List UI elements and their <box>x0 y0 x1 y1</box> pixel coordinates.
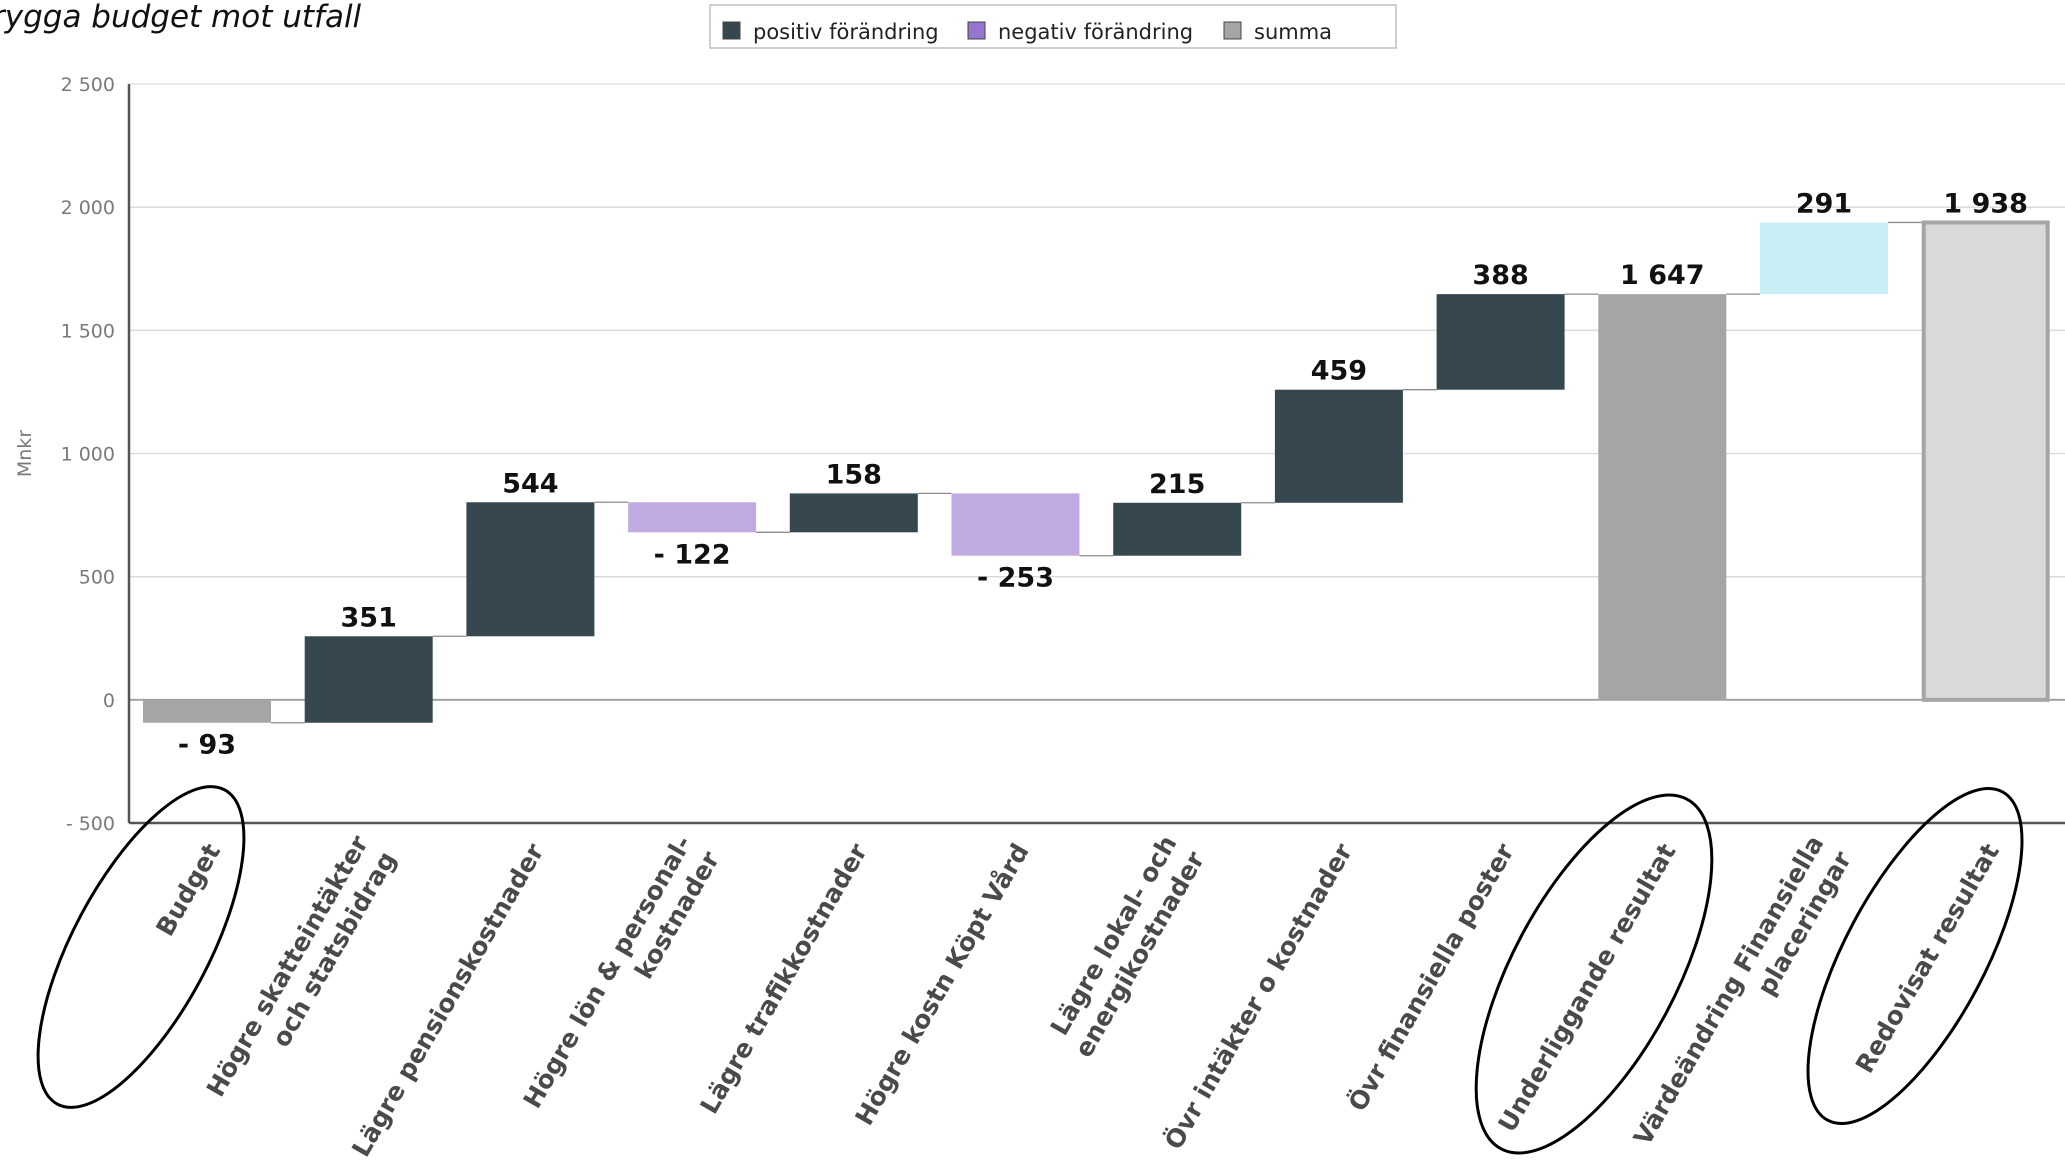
data-label: 215 <box>1149 469 1205 500</box>
highlight-ellipse <box>1474 793 1714 1155</box>
bar <box>789 493 918 533</box>
category-label: Lägre lokal- ochenergikostnader <box>1041 830 1210 1062</box>
category-label-line: Övr finansiella poster <box>1342 837 1520 1116</box>
data-label: 291 <box>1796 188 1852 219</box>
category-label: Övr finansiella poster <box>1342 837 1520 1116</box>
data-label: 459 <box>1311 356 1367 387</box>
bar <box>951 493 1080 556</box>
category-label: Högre skatteintäkteroch statsbidrag <box>201 830 402 1118</box>
value-labels: - 93 351 544 - 122 158 - 253 215 459 388 1 647 291… <box>178 188 2028 760</box>
grid <box>129 83 2065 701</box>
y-axis-ticks: 2 500 2 000 1 500 1 000 500 0 - 500 <box>61 74 115 835</box>
bars <box>143 220 2050 723</box>
category-label-line: Redovisat resultat <box>1850 838 2005 1078</box>
data-label: - 93 <box>178 730 236 761</box>
legend-label: positiv förändring <box>753 20 939 44</box>
category-label-line: Högre kostn Köpt Vård <box>849 839 1034 1131</box>
legend-items: positiv förändring negativ förändring summ… <box>722 20 1332 44</box>
bar <box>143 699 271 723</box>
data-label: 1 938 <box>1943 188 2028 219</box>
annotations <box>36 785 2024 1155</box>
bar <box>1921 220 2050 702</box>
category-label: Budget <box>150 838 226 940</box>
y-tick-label: 1 000 <box>61 444 115 466</box>
data-label: 544 <box>502 468 558 499</box>
category-label-line: Budget <box>150 838 226 940</box>
data-label: 351 <box>341 602 397 633</box>
y-tick-label: 1 500 <box>61 320 115 342</box>
bar <box>1113 502 1242 556</box>
data-label: 158 <box>826 459 882 490</box>
data-label: - 122 <box>654 539 731 570</box>
highlight-ellipse <box>36 785 246 1109</box>
y-tick-label: 2 000 <box>61 197 115 219</box>
category-label: Lägre trafikkostnader <box>694 838 873 1119</box>
y-tick-label: - 500 <box>66 813 115 835</box>
y-axis-label: Mnkr <box>14 430 36 477</box>
data-label: 388 <box>1472 260 1528 291</box>
y-tick-label: 500 <box>79 567 115 589</box>
axes <box>127 84 2065 825</box>
category-label: Högre kostn Köpt Vård <box>849 839 1034 1131</box>
legend-label: negativ förändring <box>998 20 1193 44</box>
legend-swatch <box>722 21 741 40</box>
bar <box>628 502 757 533</box>
category-label: Högre lön & personal-kostnader <box>518 830 726 1129</box>
legend-swatch <box>1223 21 1242 40</box>
highlight-ellipse <box>1806 787 2024 1125</box>
category-label: Redovisat resultat <box>1850 838 2005 1078</box>
y-tick-label: 2 500 <box>61 74 115 96</box>
bar <box>1436 294 1565 390</box>
bar <box>1274 389 1403 503</box>
category-label-line: Lägre trafikkostnader <box>694 838 873 1119</box>
bar <box>1598 294 1727 700</box>
y-tick-label: 0 <box>103 690 115 712</box>
bar <box>466 502 595 637</box>
bar <box>1760 222 1888 295</box>
chart-title: rygga budget mot utfall <box>0 0 362 35</box>
bar <box>304 636 433 723</box>
legend-label: summa <box>1254 20 1332 44</box>
legend-border <box>709 4 1397 49</box>
category-label-line: Högre lön & personal- <box>518 831 698 1114</box>
legend-swatch <box>967 21 986 40</box>
category-label-line: Högre skatteintäkter <box>201 830 375 1102</box>
data-label: 1 647 <box>1620 260 1705 291</box>
data-label: - 253 <box>977 563 1054 594</box>
connectors <box>271 221 1922 724</box>
legend: positiv förändring negativ förändring summ… <box>709 4 1397 49</box>
